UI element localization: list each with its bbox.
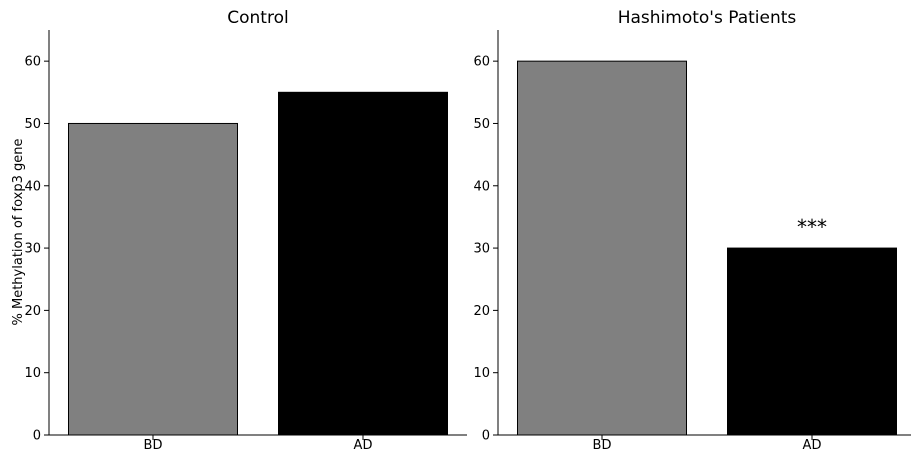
control-y-ticks: 0 10 20 30 40 50 60: [24, 55, 49, 444]
hashimoto-y-tick-label: 60: [473, 55, 490, 70]
control-y-tick-label: 40: [24, 179, 41, 194]
control-title: Control: [227, 8, 288, 28]
control-bar-bd: [68, 122, 238, 436]
hashimoto-x-ticks: BD AD: [593, 435, 822, 452]
hashimoto-y-tick-label: 0: [482, 429, 490, 444]
hashimoto-bars: [517, 60, 897, 436]
control-y-tick-label: 20: [24, 304, 41, 319]
hashimoto-x-tick-label-ad: AD: [803, 438, 822, 452]
control-y-tick-label: 60: [24, 55, 41, 70]
hashimoto-y-tick-label: 10: [473, 366, 490, 381]
hashimoto-y-tick-label: 40: [473, 179, 490, 194]
hashimoto-y-ticks: 0 10 20 30 40 50 60: [473, 55, 498, 444]
hashimoto-bar-ad: [727, 247, 897, 436]
y-axis-label: % Methylation of foxp3 gene: [11, 139, 26, 326]
control-x-tick-label-ad: AD: [354, 438, 373, 452]
control-y-tick-label: 50: [24, 117, 41, 132]
hashimoto-title: Hashimoto's Patients: [618, 8, 797, 28]
hashimoto-annotations: ***: [797, 215, 827, 239]
control-x-ticks: BD AD: [144, 435, 373, 452]
control-x-tick-label-bd: BD: [144, 438, 163, 452]
control-y-tick-label: 30: [24, 242, 41, 257]
control-bar-ad: [278, 91, 448, 436]
hashimoto-bar-bd: [517, 60, 687, 436]
control-y-tick-label: 0: [33, 429, 41, 444]
control-y-tick-label: 10: [24, 366, 41, 381]
control-panel: Control % Methylation of foxp3 gene 0 10 2…: [11, 8, 467, 452]
hashimoto-y-tick-label: 50: [473, 117, 490, 132]
significance-annotation: ***: [797, 215, 827, 239]
hashimoto-y-tick-label: 20: [473, 304, 490, 319]
control-bars: [68, 91, 448, 436]
hashimoto-y-tick-label: 30: [473, 242, 490, 257]
hashimoto-x-tick-label-bd: BD: [593, 438, 612, 452]
